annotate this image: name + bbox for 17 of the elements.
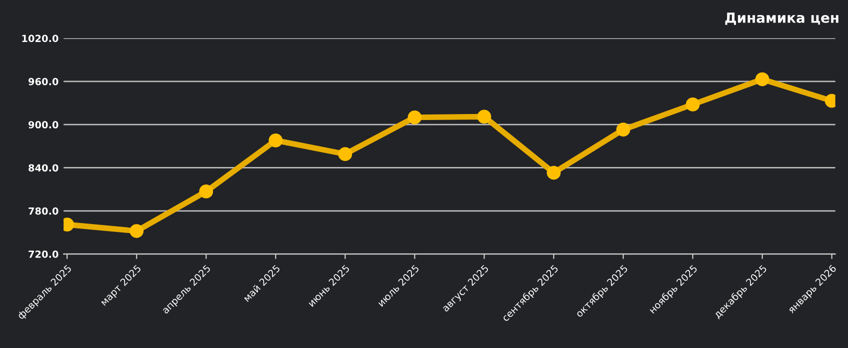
- chart-title: Динамика цен: [725, 12, 838, 25]
- y-tick-label: 840.0: [28, 164, 58, 172]
- point: [616, 122, 630, 137]
- point: [755, 72, 770, 86]
- y-tick-label: 960.0: [28, 78, 58, 86]
- point: [199, 184, 214, 198]
- point: [338, 147, 352, 162]
- point: [546, 166, 561, 180]
- y-tick-label: 720.0: [28, 250, 58, 258]
- point: [408, 110, 422, 124]
- point: [686, 98, 700, 112]
- y-tick-label: 900.0: [28, 121, 58, 128]
- point: [477, 110, 492, 124]
- y-tick-label: 1020.0: [22, 34, 58, 42]
- point: [268, 133, 283, 148]
- point: [130, 224, 144, 238]
- y-tick-label: 780.0: [28, 207, 58, 215]
